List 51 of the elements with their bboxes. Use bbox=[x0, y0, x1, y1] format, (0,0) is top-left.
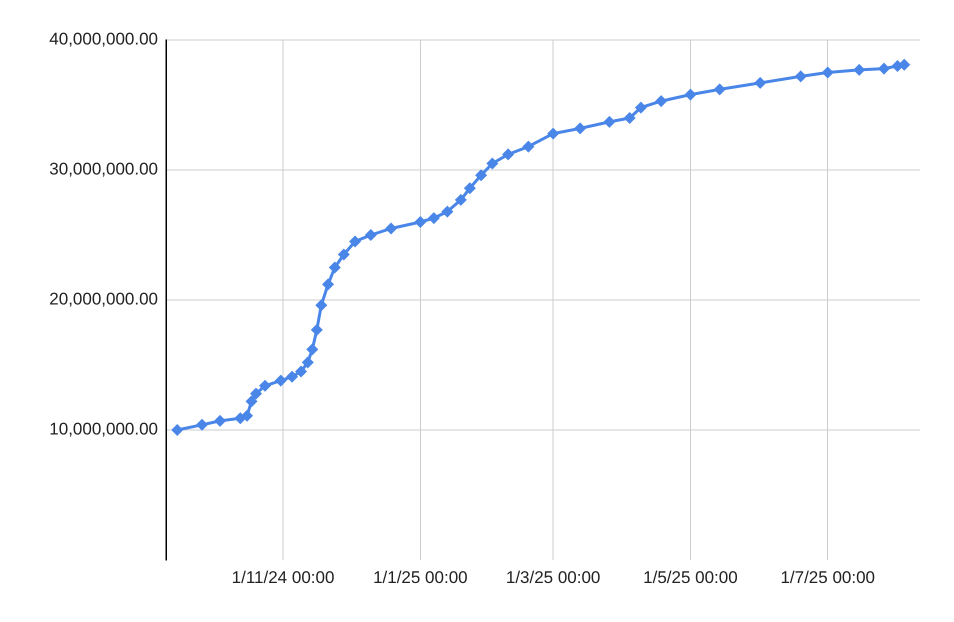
point bbox=[853, 64, 866, 76]
point bbox=[306, 343, 318, 356]
point bbox=[428, 212, 440, 224]
point bbox=[574, 122, 586, 134]
point bbox=[486, 158, 498, 170]
x-tick-label: 1/3/25 00:00 bbox=[506, 568, 600, 587]
point bbox=[310, 324, 323, 336]
point bbox=[547, 128, 560, 140]
point bbox=[328, 262, 341, 274]
point bbox=[655, 95, 668, 108]
point bbox=[624, 112, 636, 124]
point bbox=[385, 222, 398, 234]
point bbox=[286, 370, 298, 383]
x-tick-label: 1/7/25 00:00 bbox=[780, 568, 875, 587]
point bbox=[246, 395, 258, 408]
y-tick-label: 30,000,000.00 bbox=[49, 160, 158, 179]
y-tick-label: 10,000,000.00 bbox=[49, 420, 158, 439]
point bbox=[464, 182, 476, 194]
point bbox=[214, 414, 226, 427]
point bbox=[822, 66, 834, 78]
point bbox=[878, 62, 890, 75]
point bbox=[754, 76, 766, 89]
point bbox=[241, 410, 254, 422]
point bbox=[603, 116, 616, 128]
point bbox=[274, 374, 287, 387]
point bbox=[502, 148, 514, 160]
point bbox=[475, 169, 488, 182]
point bbox=[338, 248, 350, 260]
point bbox=[295, 366, 308, 378]
point bbox=[196, 418, 208, 431]
y-tick-label: 40,000,000.00 bbox=[49, 30, 158, 49]
point bbox=[714, 83, 726, 96]
point bbox=[302, 356, 314, 368]
y-tick-label: 20,000,000.00 bbox=[49, 290, 158, 309]
point bbox=[250, 388, 262, 400]
point bbox=[171, 424, 184, 436]
point bbox=[364, 229, 377, 241]
point bbox=[315, 299, 328, 312]
x-tick-label: 1/11/24 00:00 bbox=[232, 568, 334, 587]
point bbox=[322, 278, 334, 290]
point bbox=[414, 216, 426, 228]
point bbox=[259, 380, 272, 392]
point bbox=[441, 206, 454, 218]
point bbox=[794, 70, 807, 82]
point bbox=[522, 140, 534, 153]
point bbox=[684, 88, 696, 101]
point bbox=[349, 236, 362, 248]
x-tick-label: 1/5/25 00:00 bbox=[643, 568, 738, 587]
point bbox=[634, 102, 647, 114]
x-tick-label: 1/1/25 00:00 bbox=[373, 568, 468, 587]
point bbox=[454, 194, 467, 206]
